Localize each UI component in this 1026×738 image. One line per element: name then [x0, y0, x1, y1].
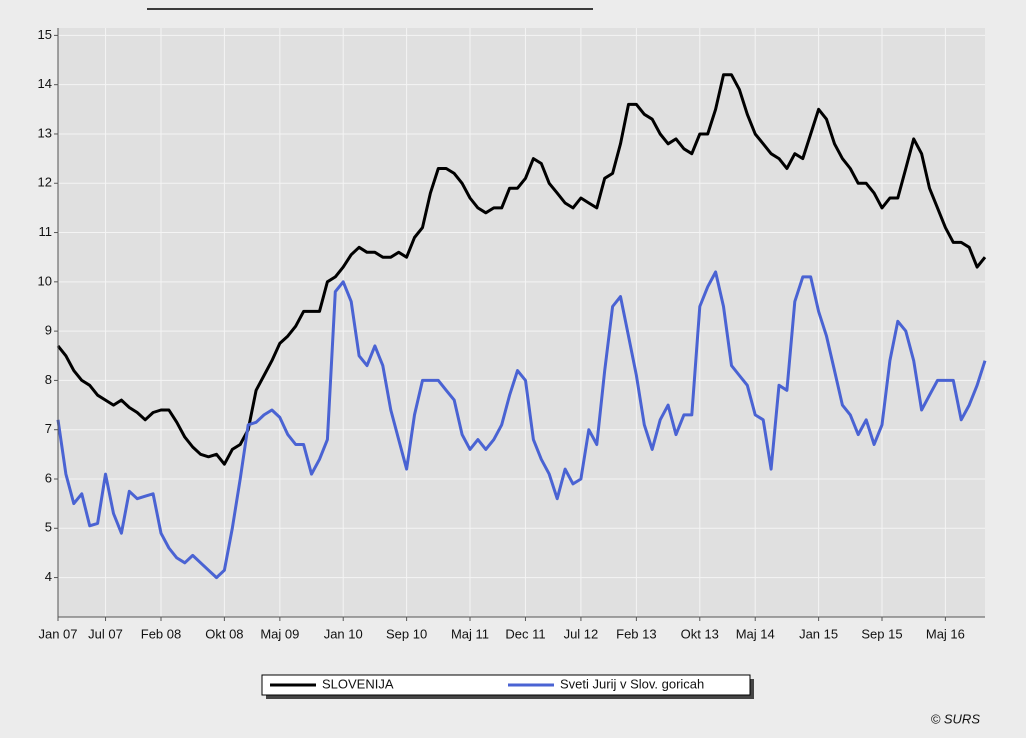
x-tick-label: Sep 15: [861, 626, 902, 641]
grid: 4 5 6 7 8 9 10 11 12 13 14 15 Jan 07 Jul 07 Feb 08 Okt …: [38, 27, 985, 641]
y-tick-label: 15: [38, 27, 52, 42]
y-tick-label: 11: [39, 224, 53, 239]
y-tick-label: 7: [45, 421, 52, 436]
legend-items: SLOVENIJA Sveti Jurij v Slov. goricah: [270, 676, 704, 691]
y-tick-label: 4: [45, 569, 52, 584]
y-tick-label: 12: [38, 175, 52, 190]
x-tick-label: Maj 11: [451, 626, 489, 641]
x-tick-label: Okt 08: [205, 626, 243, 641]
x-tick-label: Jan 15: [799, 626, 838, 641]
x-tick-label: Jan 10: [324, 626, 363, 641]
y-tick-label: 10: [38, 273, 52, 288]
y-tick-label: 6: [45, 470, 52, 485]
x-tick-label: Jul 07: [88, 626, 123, 641]
series-line: [56, 270, 987, 580]
x-tick-label: Sep 10: [386, 626, 427, 641]
x-tick-label: Okt 13: [681, 626, 719, 641]
x-tick-label: Dec 11: [505, 626, 545, 641]
legend-label: SLOVENIJA: [322, 676, 394, 691]
series-line: [56, 73, 987, 466]
legend: [261, 674, 751, 696]
x-tick-label: Feb 08: [141, 626, 181, 641]
legend-label: Sveti Jurij v Slov. goricah: [560, 676, 704, 691]
y-tick-label: 8: [45, 372, 52, 387]
y-tick-label: 5: [45, 520, 52, 535]
x-tick-label: Feb 13: [616, 626, 656, 641]
source: © SURS: [931, 711, 981, 726]
y-tick-label: 14: [38, 76, 52, 91]
x-tick-label: Maj 16: [926, 626, 965, 641]
plot-area: [58, 28, 985, 617]
x-tick-label: Maj 09: [260, 626, 299, 641]
x-tick-label: Jan 07: [38, 626, 77, 641]
lines: [56, 73, 987, 580]
x-tick-label: Maj 14: [736, 626, 775, 641]
x-tick-label: Jul 12: [564, 626, 599, 641]
y-tick-label: 9: [45, 323, 52, 338]
y-tick-label: 13: [38, 125, 52, 140]
